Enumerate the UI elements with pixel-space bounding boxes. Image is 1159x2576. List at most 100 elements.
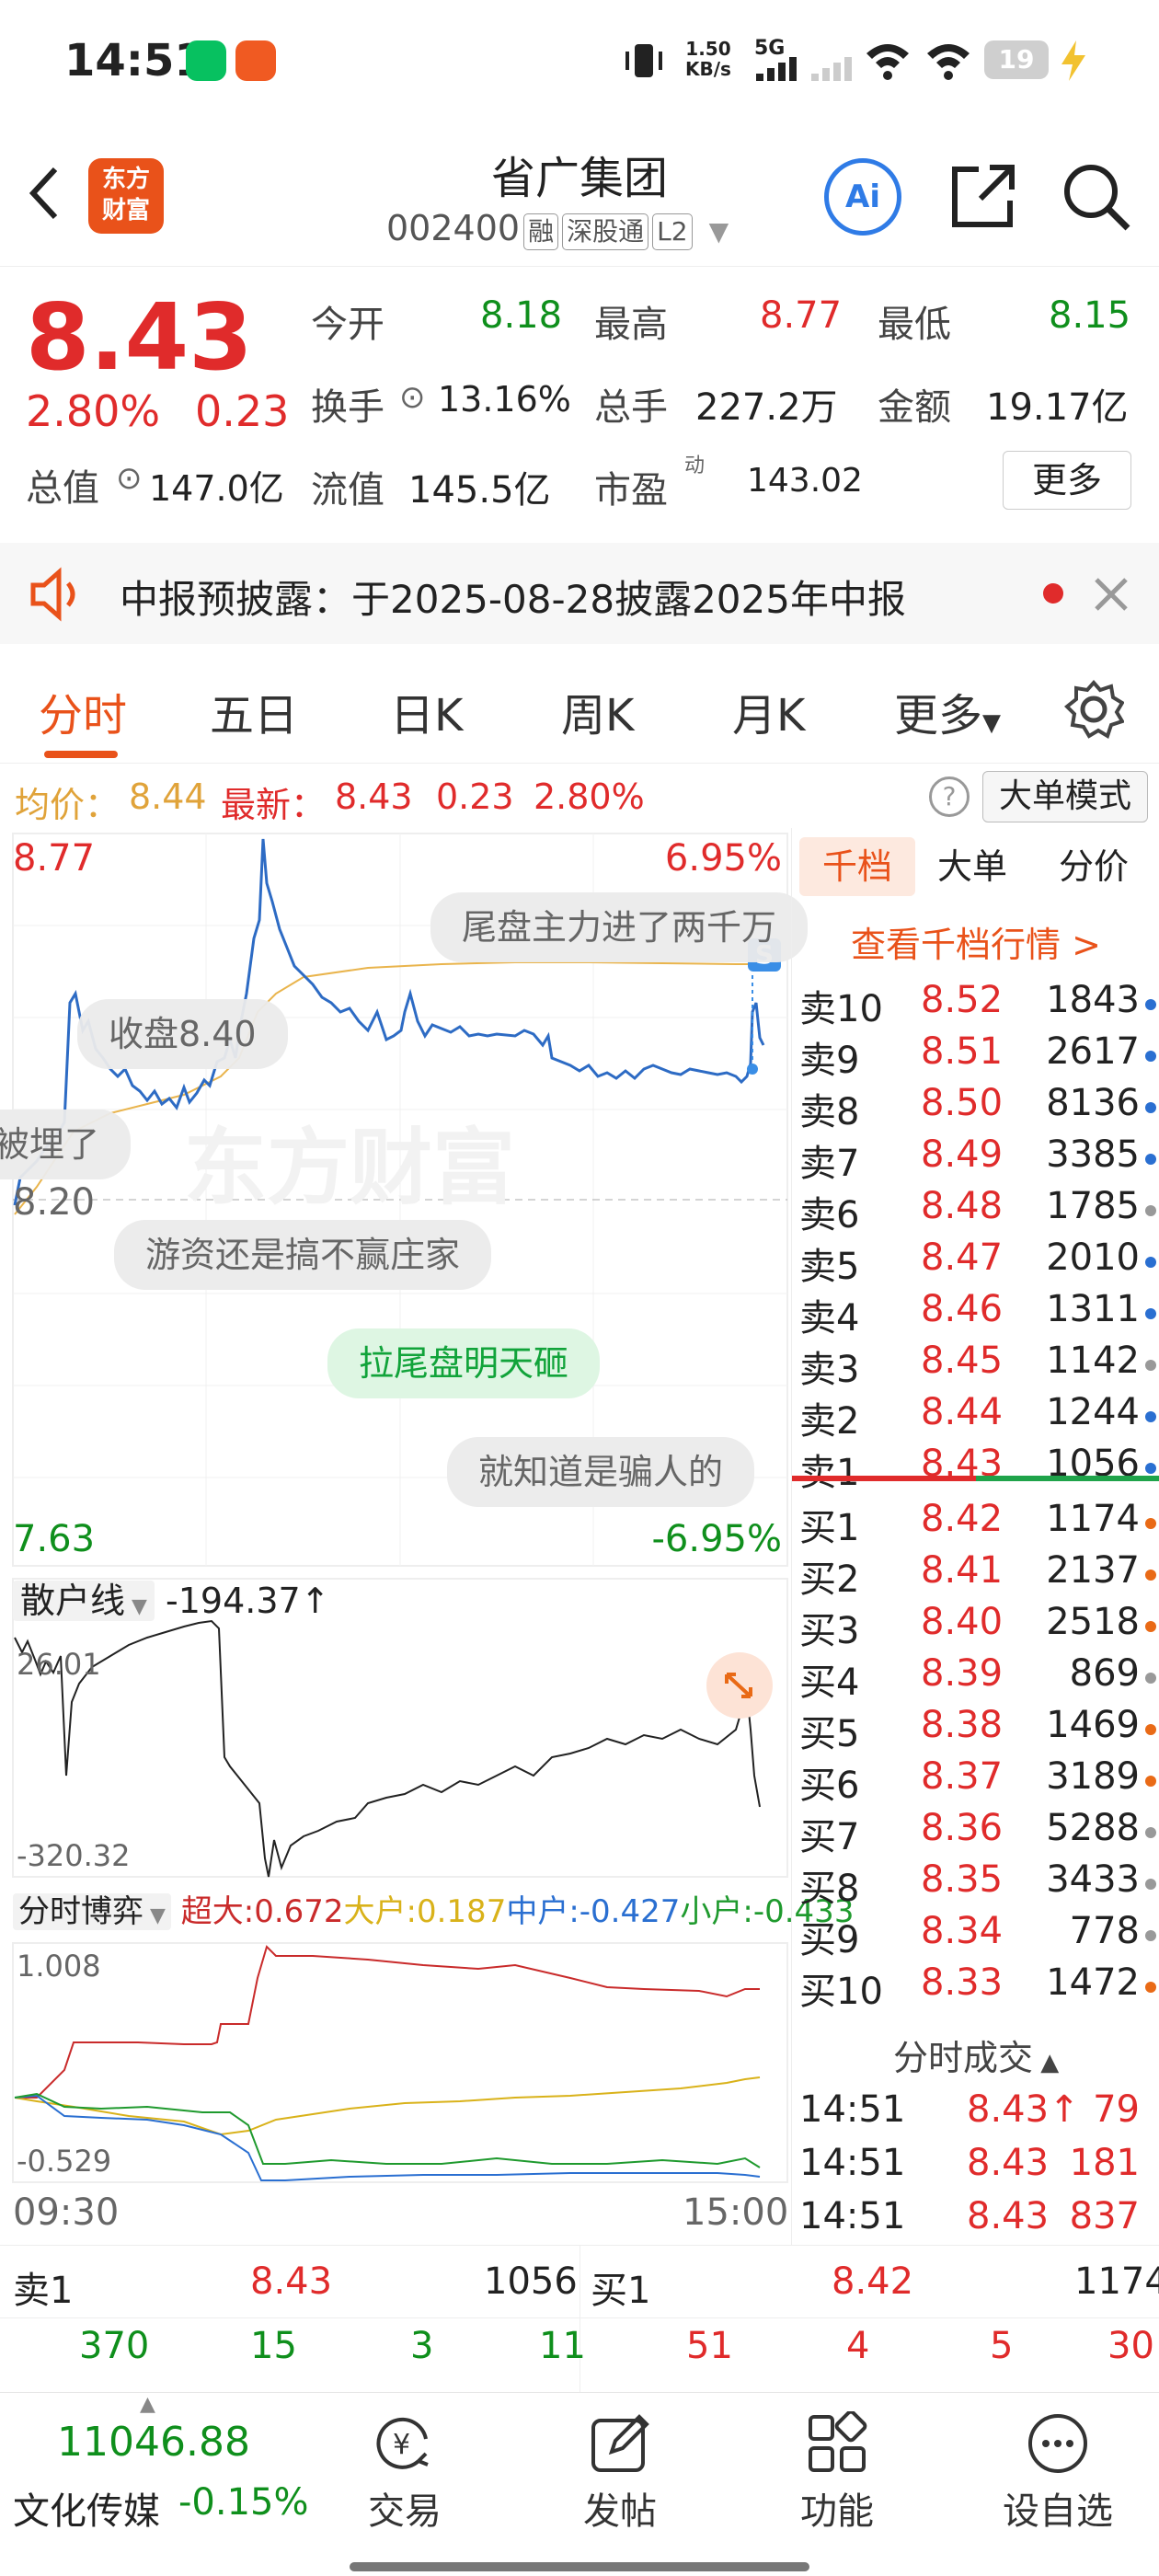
tab-more[interactable]: 更多▼ xyxy=(894,690,1002,742)
danmu-bubble[interactable]: 收盘8.40 xyxy=(77,999,288,1069)
network-type: 5G xyxy=(754,37,786,60)
ask-row[interactable]: 卖10 8.52 1843 xyxy=(792,979,1159,1030)
tag-level2: L2 xyxy=(652,213,693,250)
bid-row[interactable]: 买9 8.34 778 xyxy=(792,1910,1159,1961)
stock-code-row[interactable]: 002400 融深股通 L2 ▼ xyxy=(386,208,729,250)
ask-row[interactable]: 卖3 8.45 1142 xyxy=(792,1340,1159,1391)
bid-qty: 3433 xyxy=(1046,1858,1140,1901)
more-button[interactable]: 更多 xyxy=(1003,451,1131,510)
chart-tabs: 分时 五日 日K 周K 月K 更多▼ xyxy=(0,662,1159,764)
trades-title[interactable]: 分时成交 ▲ xyxy=(893,2038,1060,2078)
tab-monthly-k[interactable]: 月K xyxy=(732,690,806,742)
bid-qty: 1472 xyxy=(1046,1961,1140,2004)
book-tab-large[interactable]: 大单 xyxy=(937,846,1008,887)
info-icon[interactable]: ⊙ xyxy=(116,460,143,497)
retail-line-value: -194.37 xyxy=(166,1581,301,1621)
bid-row[interactable]: 买1 8.42 1174 xyxy=(792,1498,1159,1549)
avg-price-label: 均价： xyxy=(15,785,120,825)
trade-volume: 79 xyxy=(1093,2088,1140,2131)
ask-row[interactable]: 卖8 8.50 8136 xyxy=(792,1082,1159,1133)
sector-change[interactable]: -0.15% xyxy=(178,2481,309,2524)
sector-index-value[interactable]: 11046.88 xyxy=(57,2419,250,2466)
ask-qty: 1311 xyxy=(1046,1288,1140,1330)
retail-line-selector[interactable]: 散户线 ▼ xyxy=(13,1581,155,1621)
nav-add-watchlist-label: 设自选 xyxy=(1003,2490,1113,2533)
ask-level: 卖7 xyxy=(799,1143,860,1185)
ask-qty: 3385 xyxy=(1046,1133,1140,1176)
bid-price: 8.37 xyxy=(921,1755,1004,1798)
bid-price: 8.39 xyxy=(921,1652,1004,1695)
home-indicator[interactable] xyxy=(350,2562,809,2571)
ask-row[interactable]: 卖9 8.51 2617 xyxy=(792,1030,1159,1082)
danmu-bubble[interactable]: 被埋了 xyxy=(0,1110,132,1179)
share-icon[interactable] xyxy=(947,162,1017,232)
gear-icon[interactable] xyxy=(1063,679,1124,740)
quote-label-volume: 总手 xyxy=(594,386,668,429)
caret-up-icon: ▲ xyxy=(140,2393,155,2416)
bottom-summary: 卖1 8.43 1056 买1 8.42 1174 370 15 3 11 51… xyxy=(0,2245,1159,2393)
bid-row[interactable]: 买3 8.40 2518 xyxy=(792,1601,1159,1652)
quote-label-amount: 金额 xyxy=(878,386,951,429)
app-notification-icon xyxy=(235,40,276,81)
book-tab-thousand[interactable]: 千档 xyxy=(799,837,915,896)
bid-row[interactable]: 买10 8.33 1472 xyxy=(792,1961,1159,2013)
retail-axis-top: 26.01 xyxy=(17,1647,101,1682)
danmu-bubble[interactable]: 尾盘主力进了两千万 xyxy=(430,892,809,962)
ask-row[interactable]: 卖2 8.44 1244 xyxy=(792,1391,1159,1443)
nav-trade[interactable]: ¥ 交易 xyxy=(331,2402,478,2535)
ask-row[interactable]: 卖5 8.47 2010 xyxy=(792,1236,1159,1288)
game-super: 超大:0.672 xyxy=(180,1893,344,1930)
tab-intraday[interactable]: 分时 xyxy=(39,690,128,742)
book-tab-price[interactable]: 分价 xyxy=(1059,846,1130,887)
game-selector[interactable]: 分时博弈 ▼ xyxy=(13,1893,171,1930)
bid-dot xyxy=(1145,1827,1156,1838)
ask-row[interactable]: 卖7 8.49 3385 xyxy=(792,1133,1159,1185)
danmu-bubble[interactable]: 游资还是搞不赢庄家 xyxy=(114,1220,492,1290)
help-icon[interactable]: ? xyxy=(929,776,970,817)
ask-dot xyxy=(1145,1051,1156,1062)
ask-row[interactable]: 卖1 8.43 1056 xyxy=(792,1443,1159,1494)
nav-add-watchlist[interactable]: 设自选 xyxy=(984,2402,1131,2535)
bid-row[interactable]: 买2 8.41 2137 xyxy=(792,1549,1159,1601)
axis-low-price: 7.63 xyxy=(13,1518,96,1560)
close-icon[interactable] xyxy=(1091,574,1131,615)
bid-dot xyxy=(1145,1879,1156,1890)
bid-qty: 2137 xyxy=(1046,1549,1140,1592)
dropdown-icon[interactable]: ▼ xyxy=(708,216,729,247)
ask-qty: 2010 xyxy=(1046,1236,1140,1279)
ai-button[interactable]: Ai xyxy=(824,158,901,236)
nav-functions[interactable]: 功能 xyxy=(763,2402,911,2535)
intraday-chart-area[interactable]: 东方财富 8.77 6.95% 8.20 7.63 -6.95% S 尾盘主力进… xyxy=(0,828,854,2245)
game-header[interactable]: 分时博弈 ▼ 超大:0.672大户:0.187中户:-0.427小户:-0.43… xyxy=(13,1886,854,1938)
bid-row[interactable]: 买8 8.35 3433 xyxy=(792,1858,1159,1910)
bid-row[interactable]: 买4 8.39 869 xyxy=(792,1652,1159,1704)
danmu-bubble[interactable]: 就知道是骗人的 xyxy=(447,1437,755,1507)
danmu-bubble[interactable]: 拉尾盘明天砸 xyxy=(327,1328,601,1398)
notice-bar[interactable]: 中报预披露：于2025-08-28披露2025年中报 xyxy=(0,543,1159,644)
sector-name[interactable]: 文化传媒 xyxy=(13,2490,160,2533)
trade-row: 14:51 8.43 181 xyxy=(792,2142,1159,2193)
vibrate-icon xyxy=(625,44,662,77)
retail-line-header[interactable]: 散户线 ▼ -194.37↑ xyxy=(13,1575,330,1627)
ask-row[interactable]: 卖6 8.48 1785 xyxy=(792,1185,1159,1236)
watermark: 东方财富 xyxy=(184,1120,515,1216)
book-thousand-link[interactable]: 查看千档行情 > xyxy=(851,925,1101,965)
bid-row[interactable]: 买6 8.37 3189 xyxy=(792,1755,1159,1807)
eastmoney-logo[interactable]: 东方 财富 xyxy=(88,158,164,234)
ask-row[interactable]: 卖4 8.46 1311 xyxy=(792,1288,1159,1340)
signal-dot xyxy=(747,1064,758,1075)
small-line xyxy=(14,2092,761,2168)
nav-post[interactable]: 发帖 xyxy=(546,2402,694,2535)
search-icon[interactable] xyxy=(1060,160,1133,234)
expand-icon[interactable] xyxy=(706,1652,773,1719)
bid-row[interactable]: 买5 8.38 1469 xyxy=(792,1704,1159,1755)
info-icon[interactable]: ⊙ xyxy=(399,379,426,416)
back-arrow-icon[interactable] xyxy=(26,166,63,221)
tab-weekly-k[interactable]: 周K xyxy=(561,690,635,742)
bid-row[interactable]: 买7 8.36 5288 xyxy=(792,1807,1159,1858)
ask-dot xyxy=(1145,1360,1156,1371)
large-order-mode-button[interactable]: 大单模式 xyxy=(982,771,1148,822)
tab-daily-k[interactable]: 日K xyxy=(390,690,464,742)
notice-text: 中报预披露：于2025-08-28披露2025年中报 xyxy=(120,577,906,622)
tab-five-day[interactable]: 五日 xyxy=(210,690,299,742)
